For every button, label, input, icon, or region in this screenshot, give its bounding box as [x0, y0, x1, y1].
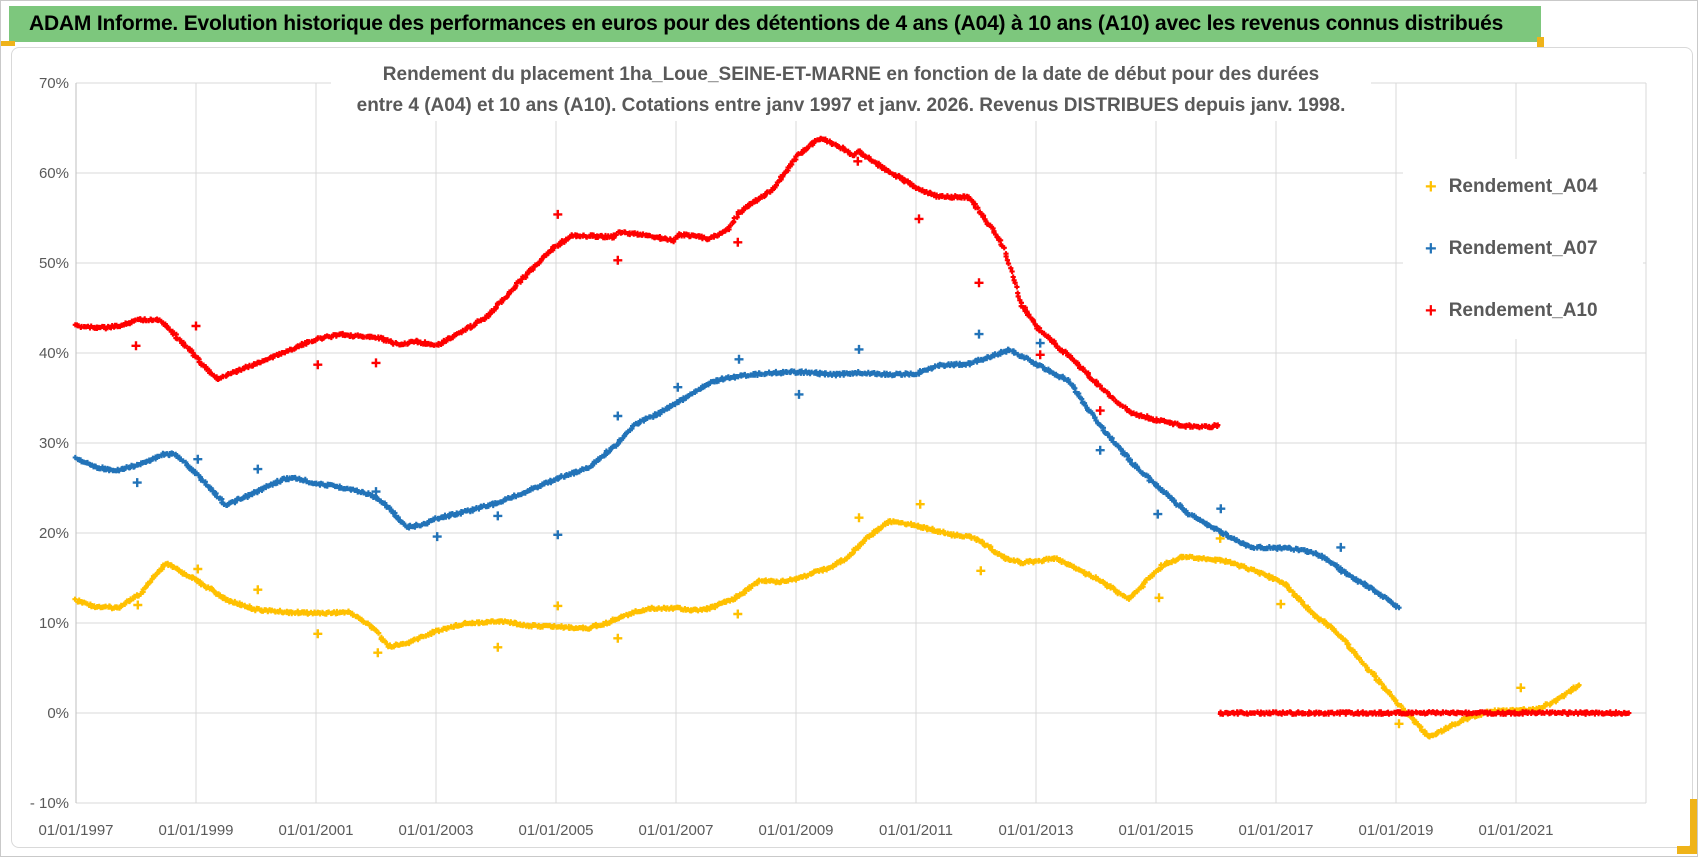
y-axis-tick-label: 10%: [39, 615, 69, 632]
gold-selection-dash-left: [1, 41, 15, 46]
y-axis-tick-label: 70%: [39, 75, 69, 92]
y-axis-tick-label: 30%: [39, 435, 69, 452]
y-axis-tick-label: 40%: [39, 345, 69, 362]
legend-item-rendement-a04[interactable]: + Rendement_A04: [1425, 173, 1643, 201]
x-axis-tick-label: 01/01/2021: [1478, 822, 1553, 839]
y-axis-tick-label: 60%: [39, 165, 69, 182]
x-axis-tick-label: 01/01/1999: [158, 822, 233, 839]
x-axis-tick-label: 01/01/2009: [758, 822, 833, 839]
y-axis-tick-label: 50%: [39, 255, 69, 272]
y-axis-tick-label: - 10%: [30, 795, 69, 812]
chart-legend: + Rendement_A04 + Rendement_A07 + Rendem…: [1403, 159, 1643, 339]
y-axis-tick-label: 20%: [39, 525, 69, 542]
series-rendement_a07-markers: [72, 346, 1402, 611]
x-axis-tick-label: 01/01/2019: [1358, 822, 1433, 839]
series-rendement_a10-markers: [72, 135, 1632, 717]
series-rendement_a04-markers: [72, 518, 1582, 740]
chart-title-line1: Rendement du placement 1ha_Loue_SEINE-ET…: [382, 64, 1320, 85]
legend-label: Rendement_A07: [1448, 238, 1598, 259]
x-axis-tick-label: 01/01/1997: [38, 822, 113, 839]
x-axis-tick-label: 01/01/2003: [398, 822, 473, 839]
plus-marker-icon: +: [1425, 300, 1437, 322]
chart-title-line2: entre 4 (A04) et 10 ans (A10). Cotations…: [356, 95, 1346, 116]
legend-label: Rendement_A04: [1448, 176, 1598, 197]
x-axis-tick-label: 01/01/2013: [998, 822, 1073, 839]
legend-item-rendement-a10[interactable]: + Rendement_A10: [1425, 297, 1643, 325]
series-rendement_a10-outlier-markers: [131, 156, 1105, 416]
x-axis-tick-label: 01/01/2007: [638, 822, 713, 839]
gold-selection-nub-right: [1537, 37, 1544, 52]
plus-marker-icon: +: [1425, 176, 1437, 198]
legend-label: Rendement_A10: [1448, 300, 1598, 321]
y-axis-tick-label: 0%: [47, 705, 69, 722]
x-axis-tick-label: 01/01/2011: [879, 822, 953, 839]
x-axis-tick-label: 01/01/2005: [518, 822, 593, 839]
gold-selection-corner-horizontal[interactable]: [1677, 846, 1697, 854]
x-axis-tick-label: 01/01/2017: [1238, 822, 1313, 839]
series-rendement_a07-outlier-markers: [132, 329, 1346, 552]
series-rendement_a04-outlier-markers: [133, 499, 1526, 729]
plus-marker-icon: +: [1425, 238, 1437, 260]
legend-item-rendement-a07[interactable]: + Rendement_A07: [1425, 235, 1643, 263]
page-title: ADAM Informe. Evolution historique des p…: [9, 6, 1541, 42]
x-axis-tick-label: 01/01/2001: [278, 822, 353, 839]
x-axis-tick-label: 01/01/2015: [1118, 822, 1193, 839]
chart-title: Rendement du placement 1ha_Loue_SEINE-ET…: [331, 59, 1371, 121]
gold-selection-corner-vertical[interactable]: [1690, 799, 1697, 854]
